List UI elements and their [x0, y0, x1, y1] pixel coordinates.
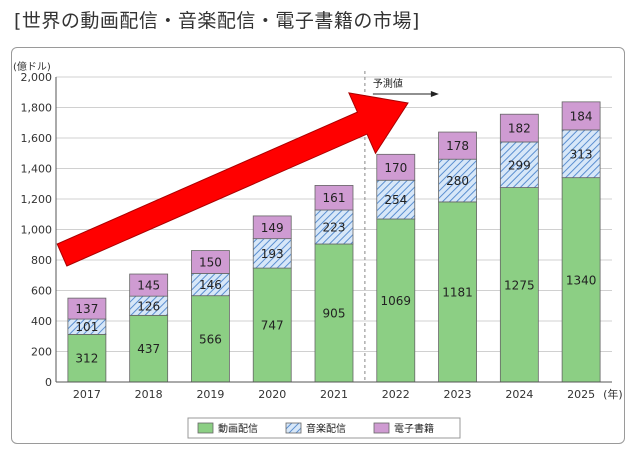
data-label: 905	[323, 306, 346, 320]
y-tick-label: 400	[31, 315, 52, 328]
x-tick-label: 2020	[258, 388, 286, 401]
legend: 動画配信 音楽配信 電子書籍	[187, 417, 461, 439]
data-label: 312	[75, 352, 98, 366]
bar-segment	[561, 101, 601, 131]
page-title: [世界の動画配信・音楽配信・電子書籍の市場]	[14, 10, 420, 32]
axes	[55, 77, 612, 383]
y-tick-label: 600	[31, 285, 52, 298]
data-label: 254	[384, 193, 407, 207]
bar-segment	[438, 201, 477, 383]
legend-label: 動画配信	[218, 422, 258, 435]
bar-segment	[252, 215, 292, 240]
data-label: 1340	[566, 273, 597, 287]
y-tick-label: 1,400	[21, 163, 53, 176]
data-label: 149	[261, 221, 284, 235]
y-tick-label: 1,600	[21, 132, 53, 145]
legend-swatch	[285, 422, 302, 434]
y-tick-label: 1,200	[21, 193, 53, 206]
legend-box	[187, 417, 461, 439]
x-tick-label: 2023	[444, 388, 472, 401]
bar-segment	[376, 153, 416, 181]
data-label: 299	[508, 158, 531, 172]
x-tick-label: 2018	[135, 388, 163, 401]
x-tick-label: 2025	[567, 388, 595, 401]
data-label: 313	[570, 147, 593, 161]
data-label: 437	[137, 342, 160, 356]
data-label: 223	[323, 220, 346, 234]
forecast-arrow-head	[430, 91, 439, 97]
legend-label: 音楽配信	[306, 422, 346, 435]
trend-arrow	[56, 92, 409, 267]
legend-swatch	[197, 422, 214, 434]
x-axis-unit: (年)	[603, 387, 623, 401]
y-tick-label: 1,800	[21, 102, 53, 115]
data-label: 137	[75, 302, 98, 316]
y-axis-unit: (億ドル)	[13, 60, 51, 73]
data-label: 170	[384, 161, 407, 175]
data-label: 1275	[504, 278, 535, 292]
bar-segment	[438, 131, 477, 160]
y-tick-label: 2,000	[21, 71, 53, 84]
data-label: 126	[137, 299, 160, 313]
data-label: 280	[446, 174, 469, 188]
data-label: 150	[199, 255, 222, 269]
data-label: 1181	[442, 285, 473, 299]
bar-segment	[129, 273, 169, 297]
data-label: 101	[75, 320, 98, 334]
bar-segment	[191, 250, 230, 274]
x-tick-label: 2022	[382, 388, 410, 401]
bar-segment	[314, 185, 354, 211]
data-label: 184	[570, 109, 593, 123]
bar-segment	[314, 243, 354, 383]
bar-segment	[67, 334, 107, 383]
bar-segment	[376, 179, 416, 220]
bar-segment	[561, 129, 601, 179]
data-label: 145	[137, 279, 160, 293]
data-label: 1069	[381, 294, 412, 308]
data-label: 193	[261, 247, 284, 261]
data-label: 566	[199, 332, 222, 346]
bar-segment	[561, 177, 601, 383]
data-label: 161	[323, 191, 346, 205]
forecast-label: 予測値	[373, 77, 403, 90]
y-tick-label: 200	[31, 346, 52, 359]
y-tick-label: 0	[45, 376, 52, 389]
bar-segment	[314, 209, 354, 245]
y-tick-label: 1,000	[21, 224, 53, 237]
y-tick-label: 800	[31, 254, 52, 267]
data-label: 146	[199, 278, 222, 292]
bar-segment	[191, 295, 230, 383]
bars	[67, 101, 601, 383]
data-label: 182	[508, 122, 531, 136]
bar-segment	[252, 267, 292, 383]
x-tick-label: 2021	[320, 388, 348, 401]
x-tick-label: 2017	[73, 388, 101, 401]
bar-segment	[129, 314, 169, 383]
x-tick-label: 2019	[196, 388, 224, 401]
x-tick-label: 2024	[505, 388, 533, 401]
bar-segment	[438, 158, 477, 203]
bar-segment	[499, 113, 539, 143]
annotations: 予測値	[56, 71, 439, 382]
bar-segment	[67, 297, 107, 320]
labels: 0 200 400 600 800 1,000 1,200 1,400 1,600 1,800 2,…	[13, 60, 623, 401]
legend-label: 電子書籍	[394, 422, 434, 435]
data-label: 747	[261, 319, 284, 333]
bar-segment	[499, 141, 539, 188]
legend-swatch	[373, 422, 390, 434]
data-label: 178	[446, 139, 469, 153]
